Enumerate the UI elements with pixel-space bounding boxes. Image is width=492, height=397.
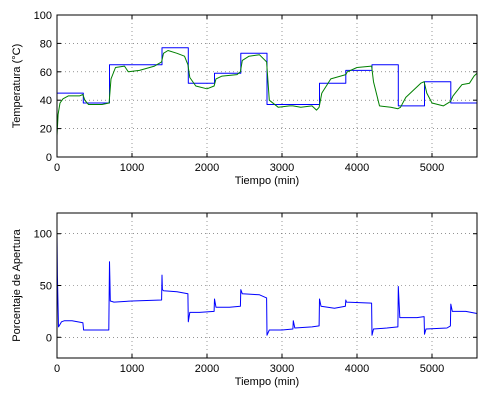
- y-tick-label: 40: [40, 95, 52, 107]
- y-tick-label: 50: [40, 281, 52, 293]
- y-axis-label: Porcentaje de Apertura: [11, 228, 23, 341]
- y-axis-label: Temperatura (°C): [11, 44, 23, 128]
- x-tick-label: 4000: [345, 363, 369, 375]
- x-axis-label: Tiempo (min): [235, 175, 299, 187]
- x-tick-label: 4000: [345, 162, 369, 174]
- x-tick-label: 3000: [270, 162, 294, 174]
- x-tick-label: 0: [54, 363, 60, 375]
- y-tick-label: 0: [46, 152, 52, 164]
- series-line-1: [57, 47, 477, 107]
- y-tick-label: 80: [40, 38, 52, 50]
- y-tick-label: 60: [40, 67, 52, 79]
- x-tick-label: 2000: [195, 363, 219, 375]
- x-tick-label: 0: [54, 162, 60, 174]
- x-tick-label: 5000: [420, 363, 444, 375]
- x-tick-label: 1000: [120, 162, 144, 174]
- y-tick-label: 20: [40, 124, 52, 136]
- x-tick-label: 5000: [420, 162, 444, 174]
- x-tick-label: 3000: [270, 363, 294, 375]
- y-tick-label: 100: [34, 229, 52, 241]
- series-line-1: [56, 233, 478, 336]
- x-axis-label: Tiempo (min): [235, 376, 299, 388]
- x-tick-label: 1000: [120, 363, 144, 375]
- temperature-plot: 0 1000 2000 3000 4000 5000 0 20 40 60 80 100 Tiempo …: [11, 10, 478, 187]
- y-tick-label: 100: [34, 10, 52, 22]
- series-line-2: [56, 50, 478, 136]
- aperture-plot: 0 1000 2000 3000 4000 5000 0 50 100 Tiempo (min) P…: [11, 212, 478, 388]
- y-tick-label: 0: [46, 332, 52, 344]
- x-tick-label: 2000: [195, 162, 219, 174]
- axes-frame: [56, 14, 478, 158]
